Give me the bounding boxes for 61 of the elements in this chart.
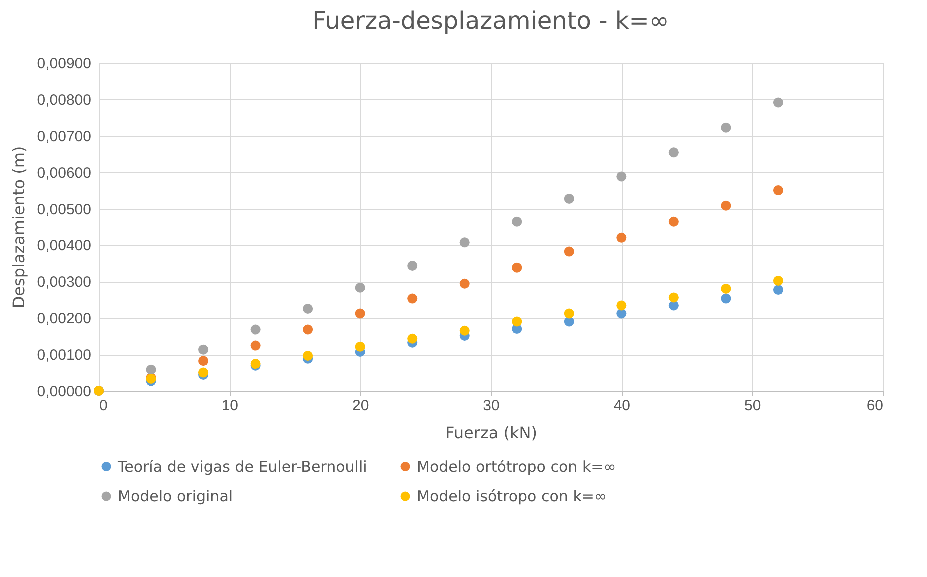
y-tick-label: 0,00600 bbox=[37, 164, 92, 182]
x-tick-label: 30 bbox=[483, 398, 500, 414]
point bbox=[564, 246, 574, 257]
x-tick-label: 20 bbox=[352, 398, 370, 414]
y-tick-label: 0,00300 bbox=[37, 274, 92, 292]
x-tick-label: 60 bbox=[866, 398, 884, 414]
point bbox=[773, 276, 784, 286]
x-tick-label: 40 bbox=[614, 398, 631, 414]
point bbox=[721, 122, 732, 133]
point bbox=[355, 342, 366, 352]
y-tick-label: 0,00100 bbox=[37, 347, 92, 364]
point bbox=[355, 308, 366, 319]
point bbox=[146, 364, 156, 375]
point bbox=[408, 261, 418, 271]
point bbox=[616, 232, 627, 243]
point bbox=[198, 344, 209, 355]
x-tick-label: 10 bbox=[222, 398, 239, 414]
chart-title: Fuerza-desplazamiento - k=∞ bbox=[312, 7, 670, 35]
point bbox=[460, 278, 470, 289]
x-axis-title: Fuerza (kN) bbox=[446, 424, 538, 442]
y-axis-title: Desplazamiento (m) bbox=[9, 146, 28, 309]
y-tick-label: 0,00000 bbox=[37, 384, 92, 400]
point bbox=[773, 186, 784, 196]
point bbox=[460, 326, 470, 336]
point bbox=[721, 200, 732, 211]
point bbox=[250, 324, 261, 335]
legend-label: Modelo original bbox=[118, 488, 234, 506]
point bbox=[512, 262, 522, 273]
point bbox=[460, 238, 470, 248]
point bbox=[668, 216, 679, 227]
point bbox=[773, 98, 784, 108]
point bbox=[512, 316, 522, 327]
point bbox=[668, 292, 679, 303]
point bbox=[250, 340, 261, 351]
point bbox=[564, 194, 574, 204]
x-tick-label: 50 bbox=[744, 398, 762, 414]
legend-label: Modelo isótropo con k=∞ bbox=[417, 488, 607, 506]
point bbox=[303, 351, 314, 362]
y-tick-label: 0,00700 bbox=[37, 128, 92, 146]
legend-label: Modelo ortótropo con k=∞ bbox=[417, 458, 616, 476]
legend-label: Teoría de vigas de Euler-Bernoulli bbox=[117, 458, 368, 476]
point bbox=[721, 284, 732, 294]
point bbox=[512, 216, 522, 227]
point bbox=[198, 356, 209, 366]
x-tick-label: 0 bbox=[100, 398, 108, 414]
point bbox=[616, 300, 627, 311]
point bbox=[408, 294, 418, 304]
y-tick-label: 0,00800 bbox=[37, 92, 92, 109]
point bbox=[303, 324, 314, 335]
point bbox=[355, 282, 366, 293]
point bbox=[564, 308, 574, 319]
point bbox=[303, 304, 314, 314]
point bbox=[721, 294, 732, 304]
y-tick-label: 0,00200 bbox=[37, 310, 92, 328]
point bbox=[616, 172, 627, 182]
y-tick-label: 0,00500 bbox=[37, 201, 92, 218]
y-tick-label: 0,00900 bbox=[37, 56, 92, 72]
y-tick-label: 0,00400 bbox=[37, 238, 92, 255]
point bbox=[408, 334, 418, 344]
point bbox=[668, 148, 679, 158]
point bbox=[773, 285, 784, 296]
